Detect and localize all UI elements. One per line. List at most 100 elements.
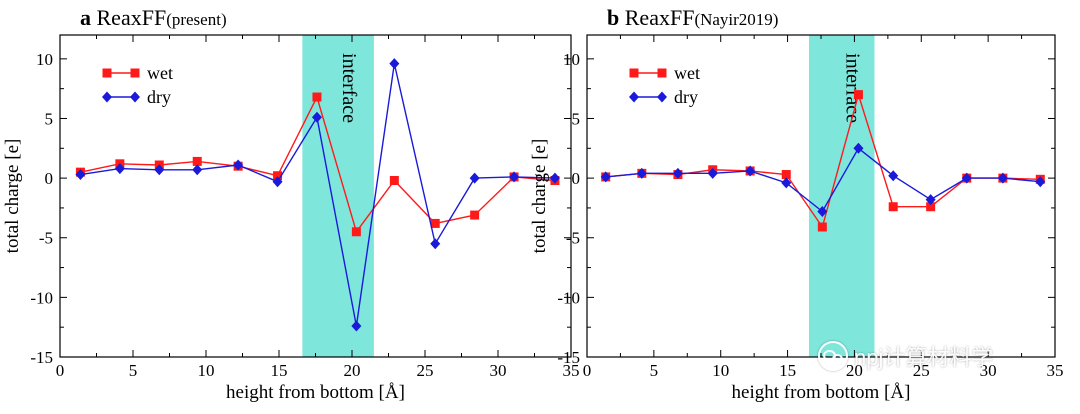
x-tick-label: 20 xyxy=(846,361,863,380)
x-tick-label: 30 xyxy=(490,361,507,380)
watermark: npj计算材料学 xyxy=(818,340,993,372)
legend-marker-dry xyxy=(130,91,140,103)
watermark-text: npj计算材料学 xyxy=(854,345,994,370)
x-tick-label: 15 xyxy=(271,361,288,380)
title-suffix: (Nayir2019) xyxy=(694,10,778,29)
y-tick-label: 10 xyxy=(563,50,580,69)
x-tick-label: 5 xyxy=(129,361,138,380)
point-dry xyxy=(192,164,203,176)
x-tick-label: 15 xyxy=(779,361,796,380)
point-dry xyxy=(272,176,283,188)
x-axis-label: height from bottom [Å] xyxy=(732,382,911,403)
chart-title: a ReaxFF(present) xyxy=(80,5,227,30)
legend-marker-dry xyxy=(657,91,667,103)
point-dry xyxy=(636,167,647,179)
point-dry xyxy=(707,167,718,179)
y-tick-label: -5 xyxy=(39,229,53,248)
x-tick-label: 30 xyxy=(980,361,997,380)
x-tick-label: 10 xyxy=(712,361,729,380)
y-tick-label: -10 xyxy=(557,288,580,307)
legend-marker-dry xyxy=(102,91,112,103)
y-axis-label: total charge [e] xyxy=(529,139,550,254)
y-tick-label: -5 xyxy=(566,229,580,248)
y-tick-label: 0 xyxy=(572,169,581,188)
x-tick-label: 25 xyxy=(417,361,434,380)
point-wet xyxy=(781,170,791,180)
point-dry xyxy=(817,206,828,218)
point-dry xyxy=(311,111,322,123)
point-dry xyxy=(509,171,520,183)
title-suffix: (present) xyxy=(166,10,226,29)
point-dry xyxy=(781,177,792,189)
panel-letter: a xyxy=(80,5,97,30)
legend-label-dry: dry xyxy=(147,87,171,107)
point-wet xyxy=(273,171,283,181)
y-tick-label: 5 xyxy=(45,109,54,128)
interface-label: interface xyxy=(338,53,360,123)
point-wet xyxy=(853,90,863,100)
x-tick-label: 0 xyxy=(583,361,592,380)
x-tick-label: 35 xyxy=(1047,361,1064,380)
legend-marker-wet xyxy=(130,68,140,78)
point-dry xyxy=(888,170,899,182)
x-tick-label: 0 xyxy=(56,361,65,380)
point-dry xyxy=(672,167,683,179)
x-tick-label: 5 xyxy=(650,361,659,380)
legend-marker-dry xyxy=(629,91,639,103)
point-wet xyxy=(470,210,480,220)
x-axis-label: height from bottom [Å] xyxy=(226,382,405,403)
y-axis-label: total charge [e] xyxy=(2,139,23,254)
interface-label: interface xyxy=(842,53,864,123)
point-dry xyxy=(75,169,86,181)
y-tick-label: 10 xyxy=(36,50,53,69)
point-dry xyxy=(1035,176,1046,188)
point-dry xyxy=(233,159,244,171)
point-wet xyxy=(817,222,827,232)
point-dry xyxy=(745,165,756,177)
point-dry xyxy=(389,58,400,70)
point-wet xyxy=(926,202,936,212)
point-wet xyxy=(192,156,202,166)
point-dry xyxy=(961,172,972,184)
x-tick-label: 20 xyxy=(344,361,361,380)
point-wet xyxy=(888,202,898,212)
point-dry xyxy=(549,172,560,184)
point-dry xyxy=(430,238,441,250)
interface-region xyxy=(808,35,875,357)
point-wet xyxy=(351,227,361,237)
legend-marker-wet xyxy=(657,68,667,78)
point-wet xyxy=(430,218,440,228)
point-dry xyxy=(600,171,611,183)
y-tick-label: -10 xyxy=(30,288,53,307)
y-tick-label: 0 xyxy=(45,169,54,188)
point-dry xyxy=(351,320,362,332)
panel-letter: b xyxy=(607,5,625,30)
point-dry xyxy=(469,172,480,184)
x-tick-label: 25 xyxy=(913,361,930,380)
legend-marker-wet xyxy=(102,68,112,78)
legend-label-dry: dry xyxy=(674,87,698,107)
point-dry xyxy=(154,164,165,176)
point-dry xyxy=(114,163,125,175)
wechat-icon xyxy=(818,341,848,371)
interface-region xyxy=(302,35,374,357)
legend-label-wet: wet xyxy=(147,63,173,83)
x-tick-label: 10 xyxy=(198,361,215,380)
y-tick-label: 5 xyxy=(572,109,581,128)
point-dry xyxy=(925,194,936,206)
point-dry xyxy=(853,142,864,154)
legend-label-wet: wet xyxy=(674,63,700,83)
y-tick-label: -15 xyxy=(30,348,53,367)
point-wet xyxy=(312,92,322,102)
x-tick-label: 35 xyxy=(563,361,580,380)
y-tick-label: -15 xyxy=(557,348,580,367)
point-dry xyxy=(997,172,1008,184)
title-main: ReaxFF xyxy=(97,5,167,30)
title-main: ReaxFF xyxy=(625,5,695,30)
chart-title: b ReaxFF(Nayir2019) xyxy=(607,5,778,30)
point-wet xyxy=(389,175,399,185)
legend-marker-wet xyxy=(629,68,639,78)
